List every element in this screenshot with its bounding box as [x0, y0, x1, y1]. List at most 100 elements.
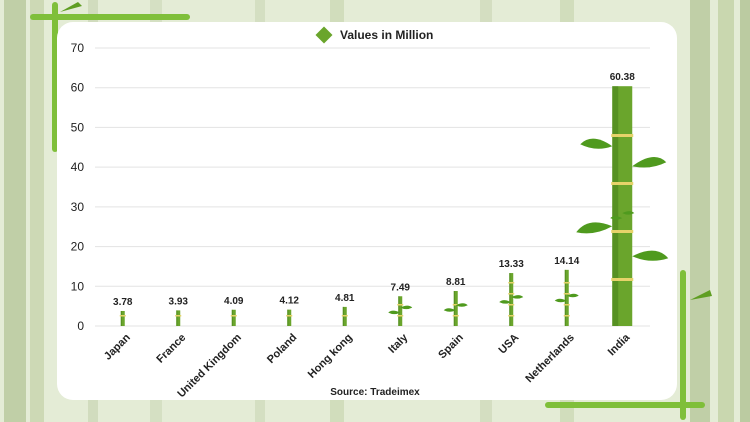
- bar-stem: [287, 309, 292, 326]
- bar-leaf: [400, 305, 413, 310]
- data-label: 7.49: [391, 282, 411, 293]
- x-tick-label: Spain: [436, 331, 466, 361]
- source-note: Source: Tradeimex: [330, 387, 420, 398]
- bar-shade: [176, 310, 178, 326]
- background-stalk: [30, 0, 44, 422]
- bar-leaf: [632, 250, 669, 261]
- bar-node: [563, 293, 570, 295]
- x-tick-label: Hong kong: [306, 332, 355, 381]
- bar-leaf: [566, 293, 579, 298]
- bar-stem: [453, 291, 458, 326]
- x-tick-label: Japan: [102, 331, 133, 362]
- bar: [554, 269, 579, 326]
- bar-stem: [398, 296, 403, 326]
- chart-legend: Values in Million: [315, 26, 434, 44]
- y-tick-label: 20: [71, 240, 85, 254]
- data-label: 3.93: [169, 296, 189, 307]
- bar-shade: [612, 86, 619, 326]
- y-tick-label: 0: [77, 319, 84, 333]
- bar-leaf: [610, 216, 623, 220]
- bar-shade: [231, 309, 233, 326]
- data-label: 4.12: [280, 296, 300, 307]
- bar: [443, 291, 468, 326]
- bar: [388, 296, 413, 326]
- bar-node: [611, 134, 634, 137]
- bar-stem: [176, 310, 181, 326]
- x-tick-label: France: [154, 332, 188, 366]
- data-label: 13.33: [499, 259, 524, 270]
- bar-stem: [231, 309, 236, 326]
- background-stalk: [718, 0, 734, 422]
- data-label: 14.14: [554, 256, 579, 267]
- bar-node: [508, 315, 515, 317]
- bar: [341, 306, 348, 326]
- bar-node: [508, 304, 515, 306]
- bar-node: [397, 304, 404, 306]
- bar-stem: [120, 310, 125, 326]
- bar-node: [611, 182, 634, 185]
- x-tick-label: Netherlands: [523, 332, 576, 385]
- bar-shade: [120, 310, 122, 326]
- background-stalk: [740, 0, 750, 422]
- y-tick-label: 60: [71, 81, 85, 95]
- data-label: 4.81: [335, 293, 355, 304]
- x-tick-label: Poland: [265, 332, 299, 366]
- bar-stem: [612, 86, 633, 326]
- bar-node: [563, 304, 570, 306]
- data-label: 8.81: [446, 277, 466, 288]
- bar-leaf: [388, 310, 401, 315]
- data-label: 3.78: [113, 297, 133, 308]
- bar-leaf: [554, 298, 567, 303]
- bar-leaf: [580, 138, 613, 149]
- bar-node: [611, 278, 634, 281]
- bar-node: [119, 315, 126, 317]
- y-tick-label: 40: [71, 160, 85, 174]
- bar-node: [508, 293, 515, 295]
- bar-leaf: [632, 157, 667, 168]
- bar: [175, 310, 182, 326]
- bar-node: [175, 315, 182, 317]
- bar-shade: [564, 269, 566, 326]
- bar-node: [397, 315, 404, 317]
- bar: [499, 273, 524, 326]
- bar-leaf: [443, 308, 456, 312]
- bar-shade: [287, 309, 289, 326]
- bar-node: [286, 315, 293, 317]
- bar: [576, 86, 669, 326]
- background-stalk: [690, 0, 710, 422]
- chart-card: [57, 22, 677, 400]
- bar-leaf: [576, 222, 613, 234]
- bar-leaf: [499, 300, 512, 304]
- bar-node: [508, 282, 515, 284]
- bar-node: [341, 315, 348, 317]
- bar-leaf: [622, 211, 635, 215]
- bar-shade: [509, 273, 511, 326]
- bar-stem: [564, 269, 569, 326]
- bar-leaf: [511, 295, 524, 299]
- background-stalk: [4, 0, 26, 422]
- y-tick-label: 70: [71, 41, 85, 55]
- data-label: 60.38: [610, 72, 635, 83]
- legend-label: Values in Million: [340, 28, 434, 42]
- data-label: 4.09: [224, 296, 244, 307]
- y-tick-label: 30: [71, 200, 85, 214]
- bar-shade: [453, 291, 455, 326]
- y-tick-label: 10: [71, 279, 85, 293]
- bar: [230, 309, 237, 326]
- x-tick-label: USA: [496, 332, 521, 357]
- x-tick-label: India: [606, 331, 633, 358]
- bar-node: [563, 282, 570, 284]
- bar-stem: [509, 273, 514, 326]
- bar-node: [230, 315, 237, 317]
- bar-shade: [398, 296, 400, 326]
- diamond-icon: [315, 26, 333, 44]
- bar-node: [563, 315, 570, 317]
- x-tick-label: Italy: [386, 331, 411, 356]
- bar-node: [452, 315, 459, 317]
- bar-node: [611, 230, 634, 233]
- bar: [286, 309, 293, 326]
- y-tick-label: 50: [71, 120, 85, 134]
- bar-node: [452, 304, 459, 306]
- bar: [119, 310, 126, 326]
